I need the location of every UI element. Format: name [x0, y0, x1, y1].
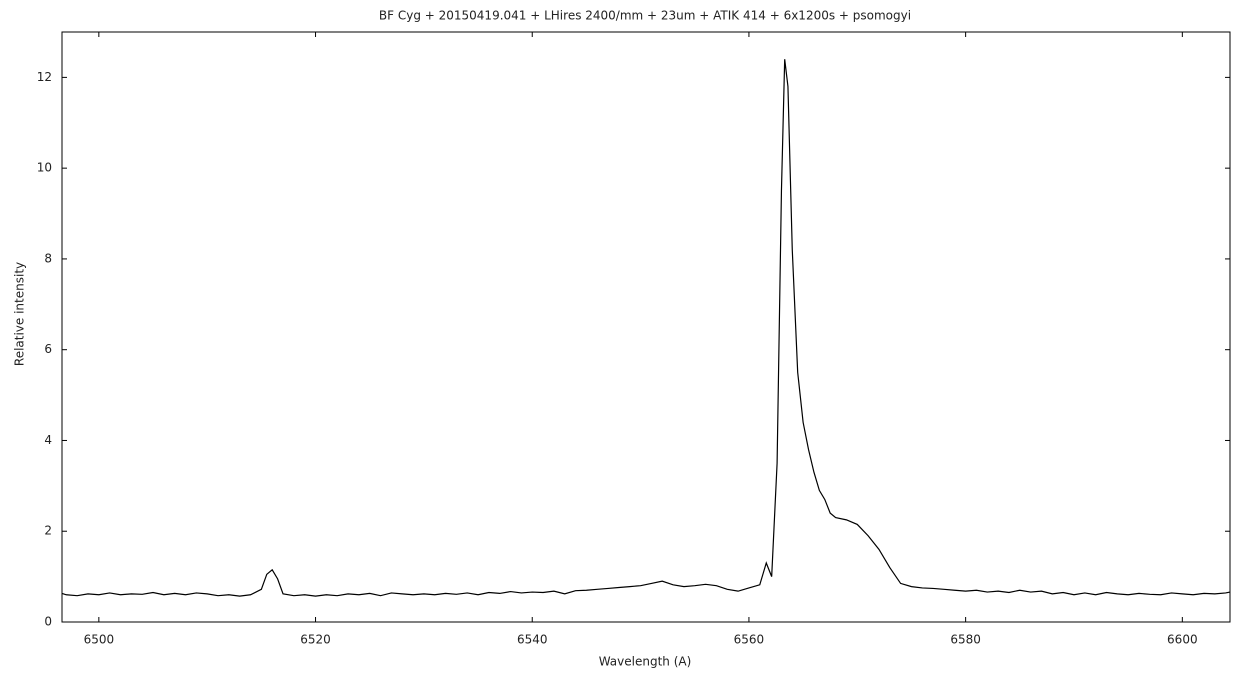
x-tick-label: 6500 — [84, 633, 115, 647]
y-tick-label: 0 — [44, 615, 52, 629]
x-tick-label: 6520 — [300, 633, 331, 647]
y-axis-label: Relative intensity — [13, 262, 27, 366]
x-tick-label: 6580 — [950, 633, 981, 647]
y-tick-label: 4 — [44, 433, 52, 447]
y-tick-label: 12 — [37, 70, 52, 84]
chart-title: BF Cyg + 20150419.041 + LHires 2400/mm +… — [379, 9, 911, 23]
x-axis-label: Wavelength (A) — [599, 655, 692, 669]
plot-frame — [61, 31, 1231, 623]
y-tick-label: 8 — [44, 251, 52, 265]
y-tick-label: 6 — [44, 342, 52, 356]
spectrum-line — [61, 59, 1231, 597]
x-tick-label: 6540 — [517, 633, 548, 647]
x-tick-label: 6600 — [1167, 633, 1198, 647]
y-tick-label: 2 — [44, 524, 52, 538]
x-tick-label: 6560 — [734, 633, 765, 647]
y-tick-label: 10 — [37, 161, 52, 175]
